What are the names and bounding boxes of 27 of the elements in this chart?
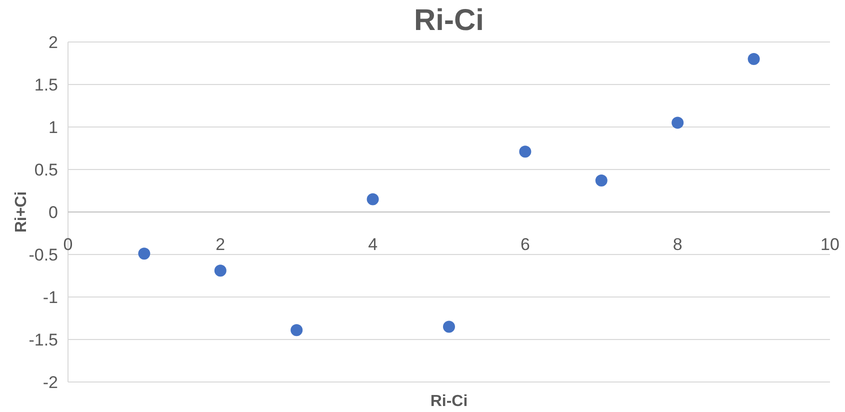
point bbox=[519, 146, 532, 158]
x-tick-label: 8 bbox=[672, 235, 682, 254]
point bbox=[443, 320, 455, 333]
y-tick-label: -1.5 bbox=[28, 330, 58, 350]
chart-title: Ri-Ci bbox=[414, 4, 484, 37]
y-tick-label: -1 bbox=[42, 288, 58, 307]
y-tick-label: -2 bbox=[42, 372, 58, 392]
point bbox=[595, 174, 608, 187]
y-tick-label: 0.5 bbox=[34, 160, 58, 180]
x-tick-label: 2 bbox=[216, 235, 226, 254]
y-tick-label: 1.5 bbox=[34, 75, 58, 94]
x-axis-title: Ri-Ci bbox=[430, 393, 468, 410]
point bbox=[290, 324, 303, 336]
y-tick-label: 0 bbox=[48, 202, 58, 222]
x-tick-label: 0 bbox=[63, 235, 73, 254]
x-tick-label: 4 bbox=[368, 235, 378, 254]
y-tick-label: 1 bbox=[48, 118, 58, 137]
point bbox=[366, 193, 379, 206]
x-tick-label: 6 bbox=[520, 235, 530, 254]
y-axis-title: Ri+Ci bbox=[13, 191, 30, 233]
point bbox=[748, 53, 760, 65]
point bbox=[672, 116, 684, 129]
x-tick-label: 10 bbox=[820, 235, 840, 254]
y-tick-label: -0.5 bbox=[28, 245, 58, 264]
point bbox=[214, 264, 226, 277]
y-tick-label: 2 bbox=[48, 32, 58, 52]
point bbox=[138, 248, 150, 260]
